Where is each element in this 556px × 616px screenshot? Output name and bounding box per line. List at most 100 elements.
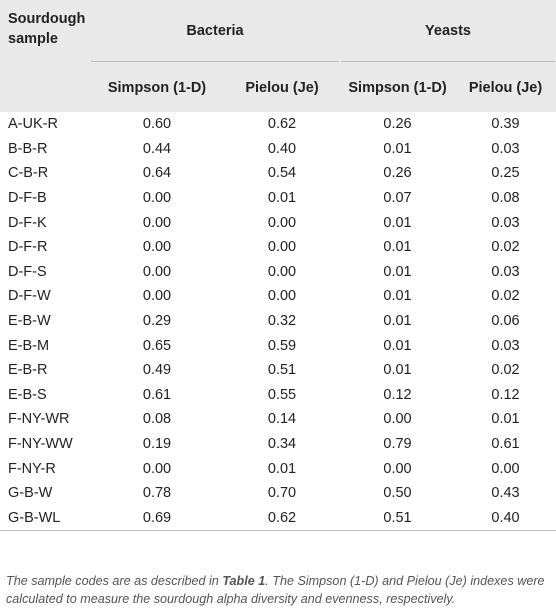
- header-simpson-yeasts: Simpson (1-D): [340, 63, 456, 112]
- value-cell: 0.43: [491, 485, 520, 502]
- value-cell: 0.01: [383, 362, 412, 379]
- value-cell: 0.03: [491, 263, 520, 280]
- sample-code-cell: E-B-S: [8, 386, 47, 403]
- value-cell: 0.61: [142, 386, 172, 403]
- table-row: D-F-R 0.00 0.00 0.01 0.02: [0, 235, 556, 260]
- value-cell: 0.50: [383, 485, 412, 502]
- value-cell: 0.00: [142, 263, 172, 280]
- value-cell: 0.26: [383, 165, 412, 182]
- value-cell: 0.49: [142, 362, 172, 379]
- value-cell: 0.02: [491, 362, 520, 379]
- value-cell: 0.19: [142, 436, 172, 453]
- value-cell: 0.01: [383, 263, 412, 280]
- sample-code-cell: B-B-R: [8, 140, 48, 157]
- value-cell: 0.54: [267, 165, 297, 182]
- value-cell: 0.01: [491, 411, 520, 428]
- sample-code-cell: E-B-M: [8, 337, 50, 354]
- table-row: F-NY-WW 0.19 0.34 0.79 0.61: [0, 432, 556, 457]
- value-cell: 0.62: [267, 116, 297, 133]
- value-cell: 0.40: [455, 505, 556, 532]
- value-cell: 0.00: [491, 460, 520, 477]
- table-row: E-B-R 0.49 0.51 0.01 0.02: [0, 358, 556, 383]
- value-cell: 0.01: [267, 460, 297, 477]
- value-cell: 0.01: [383, 140, 412, 157]
- value-cell: 0.59: [267, 337, 297, 354]
- value-cell: 0.29: [142, 313, 172, 330]
- value-cell: 0.00: [383, 411, 412, 428]
- value-cell: 0.51: [340, 505, 456, 532]
- table-row: F-NY-R 0.00 0.01 0.00 0.00: [0, 456, 556, 481]
- table-row: D-F-W 0.00 0.00 0.01 0.02: [0, 284, 556, 309]
- sample-code-cell: A-UK-R: [8, 116, 58, 133]
- table-row: E-B-W 0.29 0.32 0.01 0.06: [0, 309, 556, 334]
- sample-code-cell: F-NY-WR: [8, 411, 70, 428]
- value-cell: 0.00: [267, 263, 297, 280]
- value-cell: 0.26: [383, 116, 412, 133]
- table-row: B-B-R 0.44 0.40 0.01 0.03: [0, 137, 556, 162]
- table-row: A-UK-R 0.60 0.62 0.26 0.39: [0, 112, 556, 137]
- value-cell: 0.70: [267, 485, 297, 502]
- header-bacteria: Bacteria: [90, 0, 341, 63]
- sample-code-cell: D-F-W: [8, 288, 51, 305]
- table-row: E-B-S 0.61 0.55 0.12 0.12: [0, 383, 556, 408]
- value-cell: 0.00: [142, 288, 172, 305]
- sample-code-cell: G-B-W: [8, 485, 53, 502]
- value-cell: 0.65: [142, 337, 172, 354]
- table-row: D-F-S 0.00 0.00 0.01 0.03: [0, 260, 556, 285]
- value-cell: 0.12: [491, 386, 520, 403]
- value-cell: 0.34: [267, 436, 297, 453]
- value-cell: 0.08: [142, 411, 172, 428]
- value-cell: 0.44: [142, 140, 172, 157]
- value-cell: 0.25: [491, 165, 520, 182]
- value-cell: 0.01: [383, 337, 412, 354]
- sample-code-cell: D-F-S: [8, 263, 47, 280]
- value-cell: 0.03: [491, 337, 520, 354]
- value-cell: 0.01: [383, 313, 412, 330]
- sample-code-cell: D-F-B: [8, 190, 47, 207]
- value-cell: 0.00: [142, 190, 172, 207]
- value-cell: 0.01: [267, 190, 297, 207]
- value-cell: 0.03: [491, 140, 520, 157]
- table-row: G-B-WL 0.69 0.62 0.51 0.40: [0, 505, 556, 532]
- value-cell: 0.02: [491, 288, 520, 305]
- value-cell: 0.55: [267, 386, 297, 403]
- value-cell: 0.14: [267, 411, 297, 428]
- table-row: D-F-B 0.00 0.01 0.07 0.08: [0, 186, 556, 211]
- value-cell: 0.62: [224, 505, 341, 532]
- sample-code-cell: D-F-K: [8, 214, 47, 231]
- value-cell: 0.39: [491, 116, 520, 133]
- value-cell: 0.79: [383, 436, 412, 453]
- value-cell: 0.12: [383, 386, 412, 403]
- table-row: F-NY-WR 0.08 0.14 0.00 0.01: [0, 407, 556, 432]
- sample-code-cell: F-NY-WW: [8, 436, 73, 453]
- table-body: A-UK-R 0.60 0.62 0.26 0.39 B-B-R 0.44 0.40 0.01 0…: [0, 112, 556, 532]
- value-cell: 0.00: [142, 460, 172, 477]
- value-cell: 0.03: [491, 214, 520, 231]
- value-cell: 0.60: [142, 116, 172, 133]
- header-yeasts: Yeasts: [340, 0, 556, 63]
- header-sample: Sourdough sample: [0, 0, 90, 112]
- value-cell: 0.40: [267, 140, 297, 157]
- value-cell: 0.00: [267, 288, 297, 305]
- value-cell: 0.08: [491, 190, 520, 207]
- diversity-table: Sourdough sample Bacteria Yeasts Simpson…: [0, 0, 556, 532]
- header-pielou-bacteria: Pielou (Je): [224, 63, 341, 112]
- value-cell: 0.61: [491, 436, 520, 453]
- sample-code-cell: E-B-R: [8, 362, 48, 379]
- value-cell: 0.64: [142, 165, 172, 182]
- header-simpson-bacteria: Simpson (1-D): [90, 63, 224, 112]
- value-cell: 0.01: [383, 288, 412, 305]
- value-cell: 0.00: [267, 239, 297, 256]
- sample-code-cell: G-B-WL: [0, 505, 90, 532]
- value-cell: 0.51: [267, 362, 297, 379]
- table-row: C-B-R 0.64 0.54 0.26 0.25: [0, 161, 556, 186]
- value-cell: 0.01: [383, 239, 412, 256]
- value-cell: 0.06: [491, 313, 520, 330]
- value-cell: 0.00: [142, 239, 172, 256]
- value-cell: 0.69: [90, 505, 224, 532]
- sample-code-cell: E-B-W: [8, 313, 51, 330]
- value-cell: 0.07: [383, 190, 412, 207]
- table-row: E-B-M 0.65 0.59 0.01 0.03: [0, 333, 556, 358]
- value-cell: 0.02: [491, 239, 520, 256]
- sample-code-cell: D-F-R: [8, 239, 48, 256]
